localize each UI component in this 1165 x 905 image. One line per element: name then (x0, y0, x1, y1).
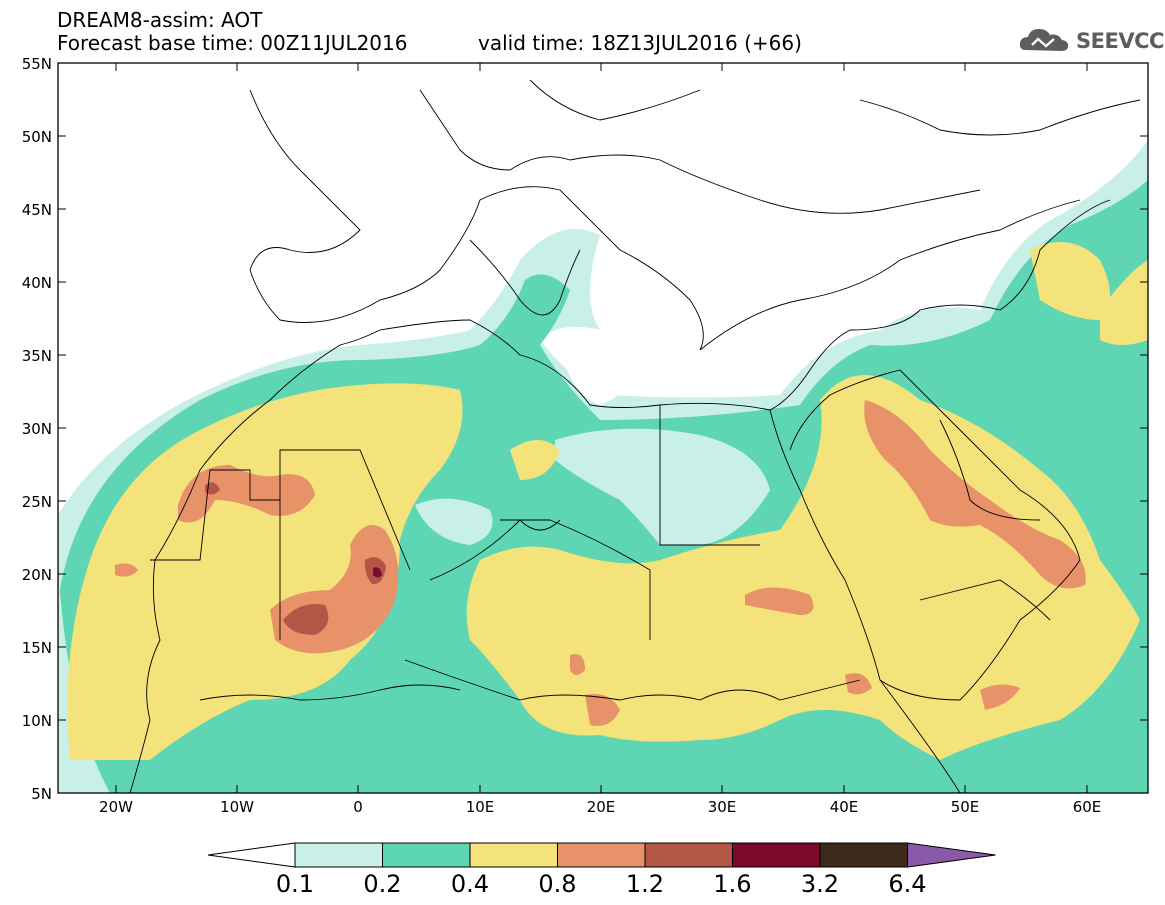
lat-label: 35N (21, 347, 52, 365)
colorbar-label: 0.4 (450, 870, 490, 898)
lon-label: 40E (829, 798, 859, 816)
aot-band-0.8 (115, 563, 138, 577)
coastlines (129, 79, 1141, 793)
colorbar-label: 6.4 (888, 870, 927, 898)
lon-label: 20W (99, 798, 133, 816)
aot-band-0.8 (570, 654, 585, 675)
colorbar-label: 0.8 (538, 870, 577, 898)
lat-label: 5N (31, 785, 52, 803)
aot-hole (560, 337, 640, 405)
lat-label: 15N (21, 639, 52, 657)
aot-band-0.8 (980, 684, 1020, 710)
seevccc-logo: SEEVCCC (1018, 24, 1165, 58)
aot-band-0.8 (845, 673, 872, 695)
colorbar-label: 0.2 (363, 870, 402, 898)
aot-band-1.2 (205, 482, 220, 495)
lon-label: 20E (586, 798, 616, 816)
lon-label: 0 (353, 798, 363, 816)
aot-band-0.4 (466, 375, 1141, 760)
colorbar-label: 3.2 (800, 870, 840, 898)
aot-band-0.8 (745, 587, 814, 615)
aot-band-0.4 (67, 383, 463, 760)
lat-label: 55N (21, 55, 52, 73)
valid-time: valid time: 18Z13JUL2016 (+66) (478, 31, 802, 55)
lat-label: 45N (21, 201, 52, 219)
axis-ticks (58, 62, 1148, 793)
aot-hole (555, 428, 770, 545)
lon-label: 30E (707, 798, 737, 816)
lat-label: 10N (21, 712, 52, 730)
aot-fields (58, 63, 1148, 793)
lon-label: 60E (1072, 798, 1102, 816)
lat-label: 20N (21, 566, 52, 584)
lat-label: 40N (21, 274, 52, 292)
colorbar-label: 1.2 (625, 870, 665, 898)
map-title: DREAM8-assim: AOT (57, 8, 263, 32)
lon-label: 50E (950, 798, 980, 816)
colorbar-label: 0.1 (275, 870, 315, 898)
lon-label: 10E (465, 798, 495, 816)
aot-band-0.4 (510, 440, 560, 480)
logo-text: SEEVCCC (1076, 29, 1165, 53)
lon-label: 10W (220, 798, 254, 816)
aot-band-1.2 (283, 604, 329, 635)
aot-band-0.4 (1100, 260, 1148, 345)
lat-label: 50N (21, 128, 52, 146)
aot-band-0.8 (585, 694, 620, 726)
aot-hole (415, 498, 493, 545)
colorbar-label: 1.6 (713, 870, 752, 898)
aot-band-0.4 (1030, 242, 1110, 320)
lat-label: 25N (21, 493, 52, 511)
forecast-base-time: Forecast base time: 00Z11JUL2016 (57, 31, 408, 55)
aot-band-0.8 (178, 465, 315, 523)
aot-band-1.6 (373, 567, 382, 578)
aot-band-0.8 (864, 400, 1086, 589)
lat-label: 30N (21, 420, 52, 438)
cloud-icon (1019, 29, 1069, 51)
